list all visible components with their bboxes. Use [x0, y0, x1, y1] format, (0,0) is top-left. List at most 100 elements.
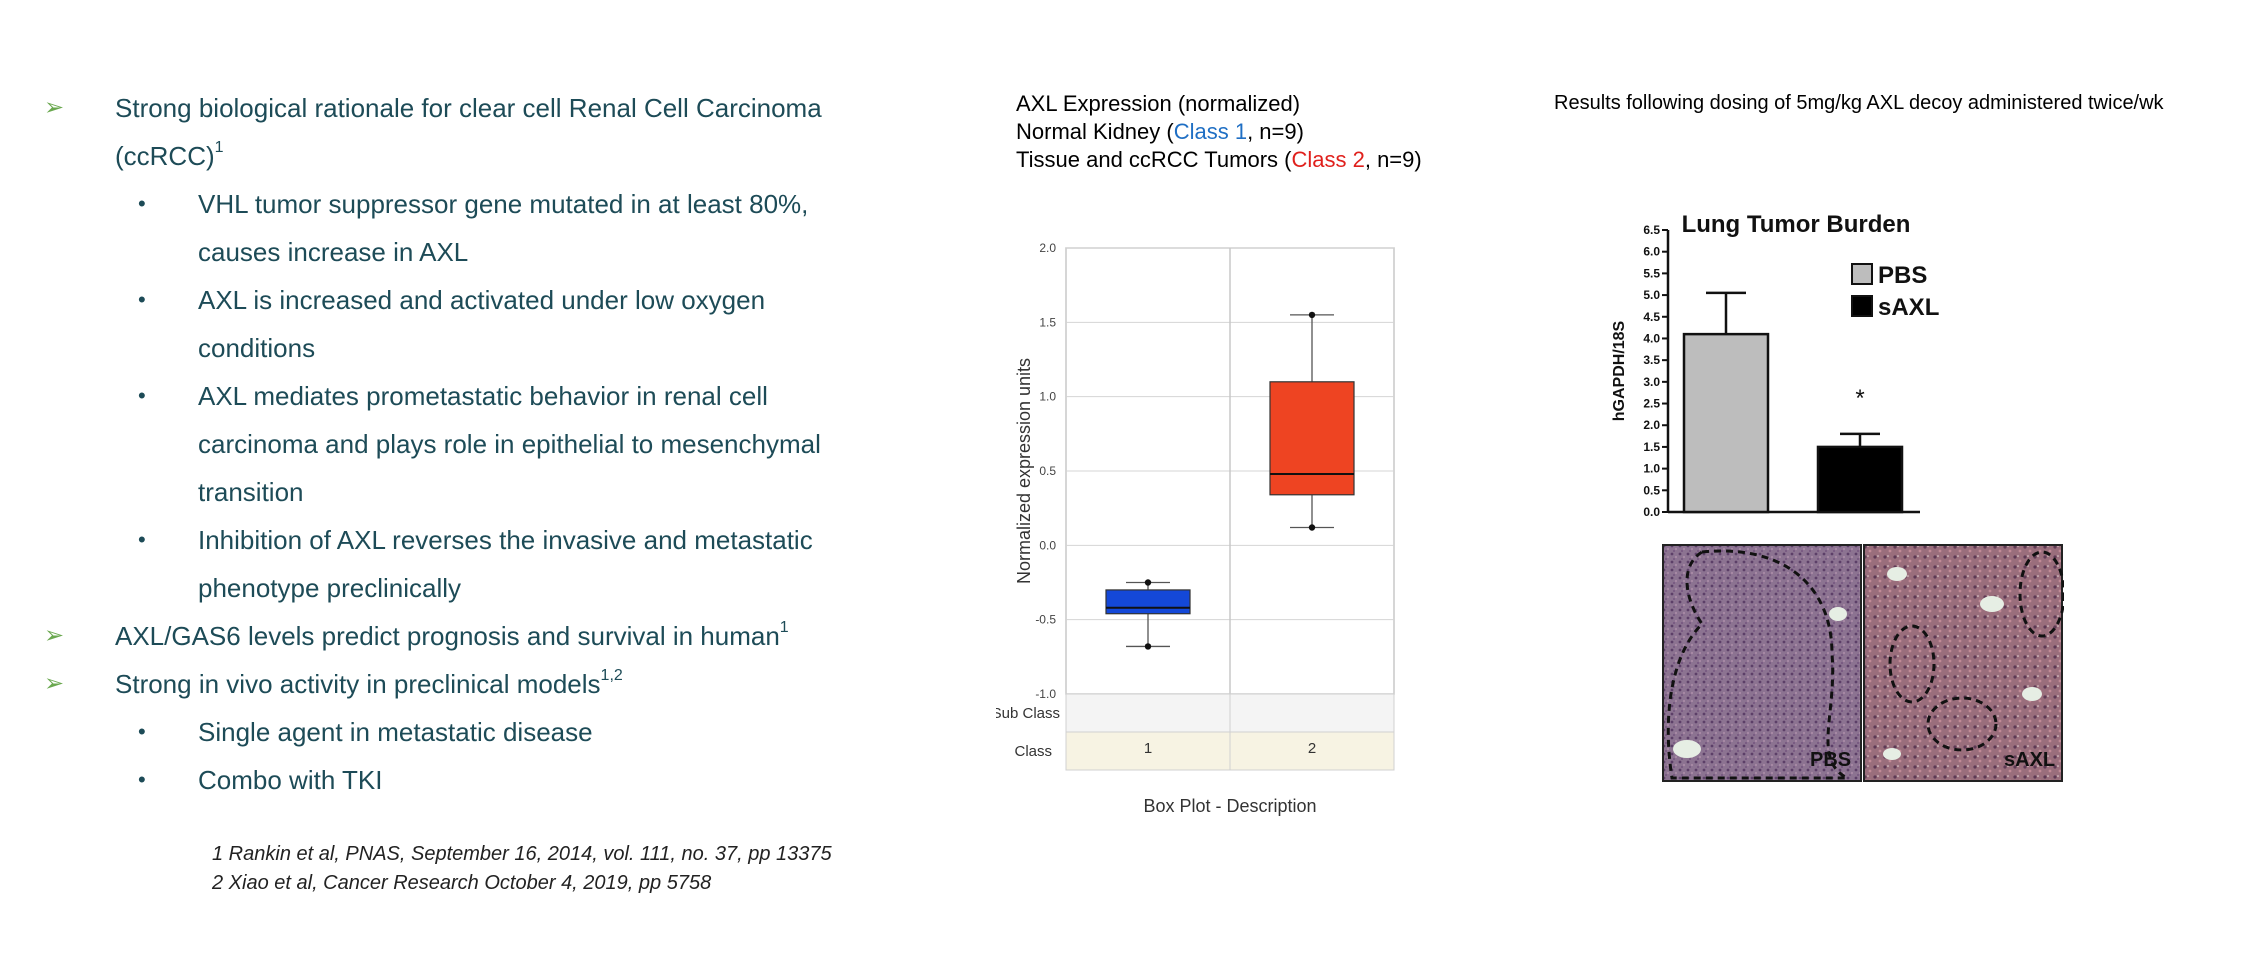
reference-2: 2 Xiao et al, Cancer Research October 4,… — [212, 872, 712, 894]
bullet-text: VHL tumor suppressor gene mutated in at … — [198, 189, 809, 219]
class-value: 1 — [1144, 740, 1152, 757]
bullet-item: ➢ Strong in vivo activity in preclinical … — [40, 660, 940, 708]
bullet-text: AXL mediates prometastatic behavior in r… — [198, 381, 768, 411]
sub-bullet-item: • Combo with TKI — [40, 756, 940, 804]
bullet-text: transition — [198, 477, 304, 507]
y-tick-label: -1.0 — [1035, 687, 1056, 701]
y-tick-label: 0.0 — [1643, 505, 1660, 519]
sub-bullet-item: • Inhibition of AXL reverses the invasive… — [40, 516, 940, 564]
caption-text: , n=9) — [1364, 147, 1422, 172]
chart-title: Lung Tumor Burden — [1682, 211, 1911, 238]
dot-bullet-icon: • — [138, 383, 146, 408]
y-axis-label: Normalized expression units — [1014, 358, 1034, 584]
bullet-text: AXL/GAS6 levels predict prognosis and su… — [115, 621, 780, 651]
min-point — [1144, 643, 1152, 650]
bullet-text: Strong biological rationale for clear ce… — [115, 93, 822, 123]
bullet-text: Single agent in metastatic disease — [198, 717, 593, 747]
dot-bullet-icon: • — [138, 527, 146, 552]
arrow-bullet-icon: ➢ — [44, 670, 65, 697]
bullet-text: phenotype preclinically — [198, 573, 462, 603]
dot-bullet-icon: • — [138, 287, 146, 312]
reference-1: 1 Rankin et al, PNAS, September 16, 2014… — [212, 843, 832, 865]
y-tick-label: 6.5 — [1643, 223, 1660, 237]
box-plot-chart: 2.0 1.5 1.0 0.5 0.0 -0.5 -1.0 Normalized expres… — [996, 241, 1395, 816]
y-tick-label: 3.0 — [1643, 375, 1660, 389]
legend-swatch — [1851, 295, 1873, 317]
legend-swatch — [1851, 263, 1873, 285]
class-2-label: Class 2 — [1291, 147, 1365, 172]
x-axis-label: Box Plot - Description — [1143, 796, 1316, 816]
y-tick-label: 2.0 — [1643, 418, 1660, 432]
bar-pbs — [1682, 291, 1770, 514]
bullet-text: Combo with TKI — [198, 765, 383, 795]
max-point — [1144, 579, 1152, 586]
sub-bullet-item: • AXL mediates prometastatic behavior in … — [40, 372, 940, 420]
bullet-text: AXL is increased and activated under low… — [198, 285, 766, 315]
y-tick-label: 1.0 — [1039, 390, 1056, 404]
dot-bullet-icon: • — [138, 719, 146, 744]
histology-label-saxl: sAXL — [2004, 749, 2055, 771]
y-tick-label: 0.0 — [1039, 538, 1056, 552]
legend-label: sAXL — [1878, 294, 1939, 321]
bullet-item: ➢ Strong biological rationale for clear c… — [40, 84, 940, 132]
axl-expression-caption: AXL Expression (normalized) Normal Kidne… — [1016, 90, 1422, 174]
y-tick-label: 5.5 — [1643, 266, 1660, 280]
footnote-marker: 1 — [214, 139, 224, 157]
sub-bullet-item: conditions — [40, 324, 940, 372]
caption-line-3: Tissue and ccRCC Tumors (Class 2, n=9) — [1016, 146, 1422, 174]
y-tick-label: 0.5 — [1039, 464, 1056, 478]
bullet-text: Inhibition of AXL reverses the invasive … — [198, 525, 813, 555]
dot-bullet-icon: • — [138, 767, 146, 792]
bullet-text: (ccRCC) — [115, 141, 215, 171]
bullet-list: ➢ Strong biological rationale for clear c… — [40, 84, 940, 804]
y-tick-label: 4.5 — [1643, 310, 1660, 324]
histology-saxl-panel: sAXL — [1863, 544, 2064, 782]
y-tick-label: 1.5 — [1039, 315, 1056, 329]
arrow-bullet-icon: ➢ — [44, 94, 65, 121]
sub-bullet-item: transition — [40, 468, 940, 516]
caption-line-2: Normal Kidney (Class 1, n=9) — [1016, 118, 1422, 146]
sub-bullet-item: • VHL tumor suppressor gene mutated in at… — [40, 180, 940, 228]
histology-images: PBS sAXL — [1662, 544, 2064, 782]
bullet-text: carcinoma and plays role in epithelial t… — [198, 429, 821, 459]
class-value: 2 — [1308, 740, 1316, 757]
y-tick-label: 0.5 — [1643, 483, 1660, 497]
class-label: Class — [1014, 743, 1052, 760]
histology-pbs-panel: PBS — [1662, 544, 1862, 782]
y-tick-label: 2.5 — [1643, 397, 1660, 411]
y-tick-label: 2.0 — [1039, 241, 1056, 255]
histology-label-pbs: PBS — [1810, 749, 1851, 771]
min-point — [1308, 524, 1316, 531]
subclass-label: Sub Class — [996, 705, 1060, 722]
class-1-label: Class 1 — [1173, 119, 1248, 144]
bullet-item: (ccRCC)1 — [40, 132, 940, 180]
legend-label: PBS — [1878, 262, 1927, 289]
arrow-bullet-icon: ➢ — [44, 622, 65, 649]
bar — [1816, 445, 1904, 514]
lung-tumor-burden-chart: Lung Tumor Burden 0.0 0.5 1.0 1.5 2.0 2.5 3.0 3.… — [1611, 211, 1939, 519]
y-tick-label: 1.0 — [1643, 462, 1660, 476]
box — [1269, 381, 1355, 496]
y-axis-label: hGAPDH/18S — [1611, 320, 1628, 421]
caption-text: , n=9) — [1247, 119, 1304, 144]
bullet-text: conditions — [198, 333, 316, 363]
bar-saxl — [1816, 432, 1904, 514]
bullet-text: Strong in vivo activity in preclinical m… — [115, 669, 601, 699]
caption-line-1: AXL Expression (normalized) — [1016, 91, 1301, 116]
box — [1105, 589, 1191, 615]
bar — [1682, 332, 1770, 514]
max-point — [1308, 311, 1316, 319]
references: 1 Rankin et al, PNAS, September 16, 2014… — [212, 840, 832, 898]
caption-text: Normal Kidney ( — [1016, 119, 1174, 144]
results-header: Results following dosing of 5mg/kg AXL d… — [1554, 92, 2164, 114]
y-tick-label: 5.0 — [1643, 288, 1660, 302]
footnote-marker: 1,2 — [600, 667, 623, 685]
sub-bullet-item: • Single agent in metastatic disease — [40, 708, 940, 756]
y-tick-label: 1.5 — [1643, 440, 1660, 454]
bullet-item: ➢ AXL/GAS6 levels predict prognosis and s… — [40, 612, 940, 660]
sub-bullet-item: causes increase in AXL — [40, 228, 940, 276]
significance-marker: * — [1855, 385, 1864, 412]
box-category-2 — [1269, 311, 1355, 531]
y-tick-label: -0.5 — [1035, 613, 1056, 627]
caption-text: Tissue and ccRCC Tumors ( — [1016, 147, 1292, 172]
